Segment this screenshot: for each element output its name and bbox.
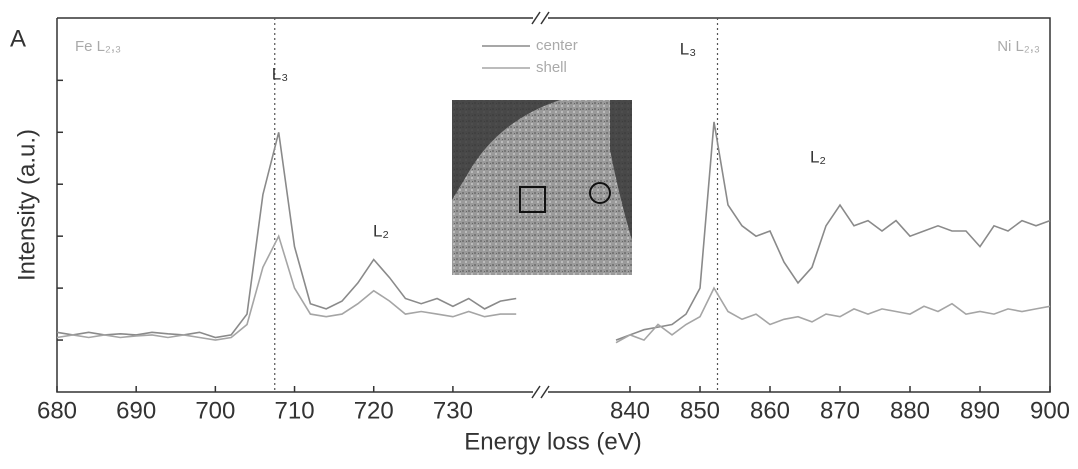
x-tick-label: 710: [275, 397, 315, 424]
annotation: L₂: [810, 147, 826, 166]
inset-image: [452, 100, 632, 275]
axis-break: [531, 11, 550, 399]
annotation: L₃: [680, 39, 696, 58]
x-tick-label: 700: [195, 397, 235, 424]
x-tick-label: 870: [820, 397, 860, 424]
y-axis-label: Intensity (a.u.): [13, 129, 40, 281]
x-tick-label: 850: [680, 397, 720, 424]
data-line: [56, 132, 517, 339]
annotation: L₃: [272, 64, 288, 83]
x-tick-label: 900: [1030, 397, 1070, 424]
legend-label: center: [536, 37, 578, 54]
annotation: Ni L₂,₃: [997, 38, 1040, 55]
x-tick-label: 680: [37, 397, 77, 424]
x-tick-label: 860: [750, 397, 790, 424]
data-line: [56, 234, 517, 341]
panel-label: A: [10, 25, 26, 52]
x-tick-label: 720: [354, 397, 394, 424]
data-line: [615, 121, 1051, 341]
x-tick-label: 730: [433, 397, 473, 424]
x-tick-label: 890: [960, 397, 1000, 424]
data-line: [615, 286, 1051, 344]
x-tick-label: 840: [610, 397, 650, 424]
annotation: L₂: [373, 221, 389, 240]
x-axis-label: Energy loss (eV): [464, 428, 641, 455]
x-tick-label: 880: [890, 397, 930, 424]
legend-label: shell: [536, 59, 567, 76]
x-tick-label: 690: [116, 397, 156, 424]
annotation: Fe L₂,₃: [75, 38, 121, 55]
